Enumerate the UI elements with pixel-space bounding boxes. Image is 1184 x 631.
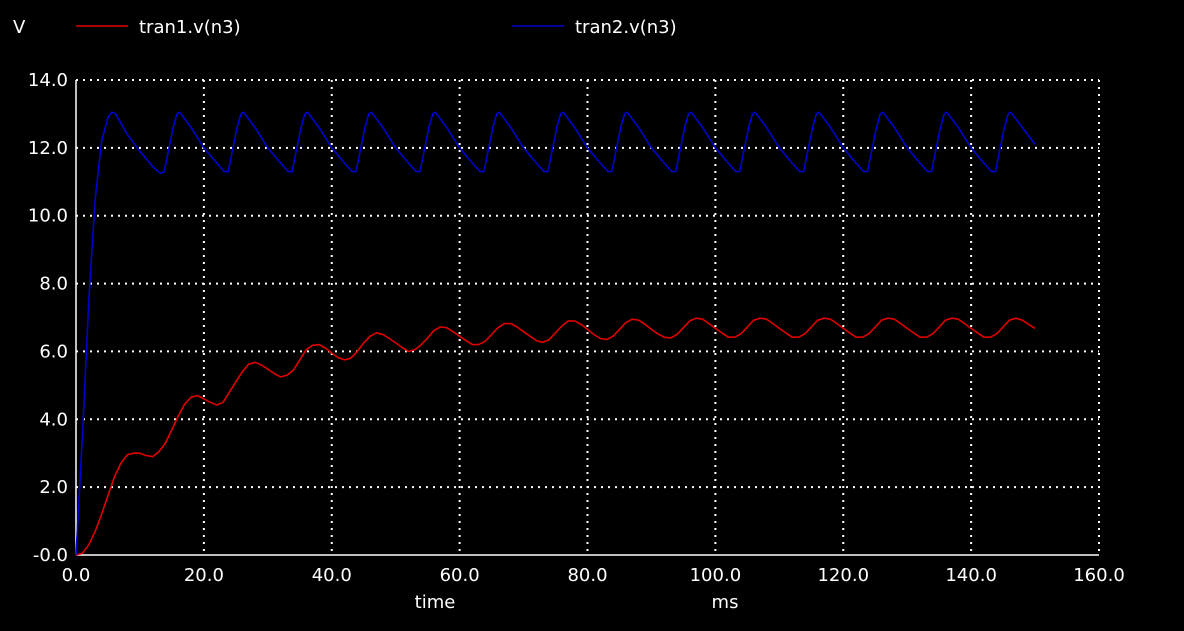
legend: tran1.v(n3) tran2.v(n3) bbox=[76, 17, 677, 38]
y-tick-label: -0.0 bbox=[33, 545, 68, 566]
x-tick-label: 20.0 bbox=[184, 565, 224, 586]
y-axis-unit-label: V bbox=[13, 17, 26, 38]
x-axis-unit-label: ms bbox=[712, 592, 739, 613]
x-axis-label: time bbox=[415, 592, 456, 613]
y-tick-label: 14.0 bbox=[28, 70, 68, 91]
y-tick-label: 6.0 bbox=[39, 341, 68, 362]
x-tick-label: 140.0 bbox=[945, 565, 997, 586]
series-line-2 bbox=[75, 111, 1036, 556]
y-tick-label: 2.0 bbox=[39, 477, 68, 498]
axes: 0.0 20.0 40.0 60.0 80.0 100.0 120.0 140.0 160.0 -… bbox=[28, 70, 1125, 586]
x-tick-label: 120.0 bbox=[817, 565, 869, 586]
legend-label-2: tran2.v(n3) bbox=[575, 17, 677, 38]
legend-label-1: tran1.v(n3) bbox=[139, 17, 241, 38]
grid-lines bbox=[76, 79, 1100, 555]
y-tick-label: 12.0 bbox=[28, 138, 68, 159]
y-tick-label: 4.0 bbox=[39, 409, 68, 430]
y-tick-label: 8.0 bbox=[39, 274, 68, 295]
x-tick-label: 40.0 bbox=[312, 565, 352, 586]
series-line-1 bbox=[75, 317, 1036, 556]
x-tick-label: 160.0 bbox=[1073, 565, 1125, 586]
x-tick-label: 60.0 bbox=[440, 565, 480, 586]
x-tick-label: 100.0 bbox=[690, 565, 742, 586]
x-tick-label: 0.0 bbox=[62, 565, 91, 586]
series-layer bbox=[75, 111, 1036, 556]
x-tick-label: 80.0 bbox=[567, 565, 607, 586]
y-tick-label: 10.0 bbox=[28, 206, 68, 227]
